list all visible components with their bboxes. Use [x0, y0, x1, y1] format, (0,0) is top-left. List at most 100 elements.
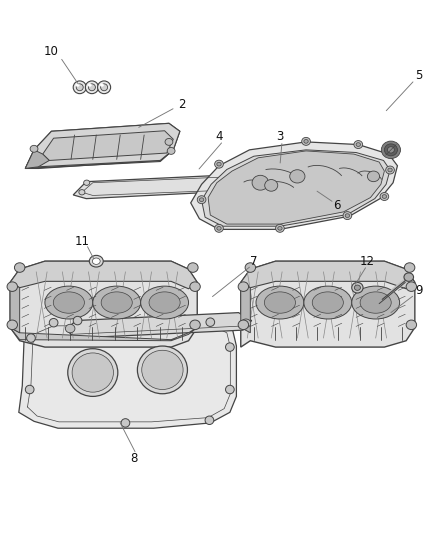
Ellipse shape [165, 139, 173, 146]
Polygon shape [191, 142, 397, 229]
Ellipse shape [352, 286, 399, 319]
Polygon shape [208, 151, 385, 224]
Text: 6: 6 [333, 199, 340, 212]
Text: 2: 2 [178, 98, 186, 111]
Ellipse shape [345, 214, 350, 217]
Ellipse shape [354, 285, 360, 290]
Ellipse shape [88, 84, 95, 91]
Ellipse shape [352, 282, 363, 293]
Ellipse shape [205, 416, 214, 424]
Ellipse shape [215, 160, 223, 168]
Ellipse shape [265, 180, 278, 191]
Ellipse shape [302, 138, 311, 146]
Polygon shape [73, 175, 245, 199]
Ellipse shape [229, 173, 235, 179]
Ellipse shape [197, 196, 206, 204]
Polygon shape [25, 123, 180, 168]
Polygon shape [10, 261, 197, 289]
Ellipse shape [388, 147, 394, 153]
Ellipse shape [141, 286, 188, 319]
Ellipse shape [142, 350, 183, 390]
Ellipse shape [30, 146, 38, 152]
Ellipse shape [84, 180, 90, 185]
Ellipse shape [206, 318, 215, 326]
Text: 11: 11 [74, 235, 89, 247]
Polygon shape [201, 150, 390, 226]
Ellipse shape [187, 263, 198, 272]
Ellipse shape [386, 166, 394, 174]
Ellipse shape [360, 292, 391, 313]
Ellipse shape [101, 292, 132, 313]
Polygon shape [241, 261, 415, 289]
Ellipse shape [226, 385, 234, 394]
Ellipse shape [404, 263, 415, 272]
Ellipse shape [149, 292, 180, 313]
Ellipse shape [45, 286, 93, 319]
Ellipse shape [238, 320, 249, 329]
Text: 10: 10 [44, 45, 59, 58]
Ellipse shape [68, 349, 118, 397]
Ellipse shape [404, 273, 413, 281]
Ellipse shape [101, 84, 108, 91]
Ellipse shape [304, 140, 308, 143]
Ellipse shape [233, 182, 240, 187]
Ellipse shape [226, 343, 234, 351]
Ellipse shape [256, 286, 304, 319]
Ellipse shape [72, 353, 113, 392]
Text: 7: 7 [250, 255, 258, 268]
Ellipse shape [245, 263, 255, 272]
Text: 8: 8 [131, 452, 138, 465]
Ellipse shape [98, 81, 111, 94]
Ellipse shape [199, 198, 204, 201]
Ellipse shape [89, 255, 103, 267]
Polygon shape [241, 261, 415, 347]
Ellipse shape [88, 84, 92, 86]
Ellipse shape [100, 84, 104, 86]
Ellipse shape [354, 141, 363, 149]
Ellipse shape [167, 148, 175, 155]
Text: 3: 3 [276, 130, 284, 143]
Polygon shape [34, 123, 180, 167]
Ellipse shape [276, 224, 284, 232]
Polygon shape [241, 282, 251, 333]
Ellipse shape [190, 320, 200, 329]
Ellipse shape [73, 81, 86, 94]
Ellipse shape [53, 292, 85, 313]
Ellipse shape [380, 192, 389, 200]
Ellipse shape [290, 169, 305, 183]
Ellipse shape [85, 81, 99, 94]
Text: 5: 5 [416, 69, 423, 82]
Ellipse shape [76, 84, 83, 91]
Ellipse shape [190, 282, 200, 292]
Ellipse shape [121, 419, 130, 427]
Ellipse shape [217, 227, 221, 230]
Polygon shape [43, 131, 173, 160]
Ellipse shape [7, 320, 18, 329]
Ellipse shape [27, 334, 35, 342]
Ellipse shape [65, 324, 75, 333]
Ellipse shape [92, 258, 100, 264]
Ellipse shape [25, 385, 34, 394]
Ellipse shape [252, 175, 268, 190]
Ellipse shape [76, 84, 79, 86]
Text: 12: 12 [360, 255, 374, 268]
Ellipse shape [215, 224, 223, 232]
Polygon shape [25, 150, 49, 168]
Ellipse shape [138, 346, 187, 394]
Ellipse shape [238, 282, 249, 292]
Polygon shape [25, 150, 39, 168]
Text: 4: 4 [215, 130, 223, 143]
Ellipse shape [278, 227, 282, 230]
Polygon shape [10, 261, 197, 347]
Polygon shape [10, 327, 197, 341]
Ellipse shape [312, 292, 343, 313]
Ellipse shape [381, 141, 400, 159]
Polygon shape [67, 313, 252, 338]
Ellipse shape [217, 163, 221, 166]
Ellipse shape [7, 282, 18, 292]
Ellipse shape [356, 143, 360, 147]
Ellipse shape [265, 292, 296, 313]
Ellipse shape [304, 286, 352, 319]
Polygon shape [19, 318, 237, 428]
Ellipse shape [367, 171, 380, 182]
